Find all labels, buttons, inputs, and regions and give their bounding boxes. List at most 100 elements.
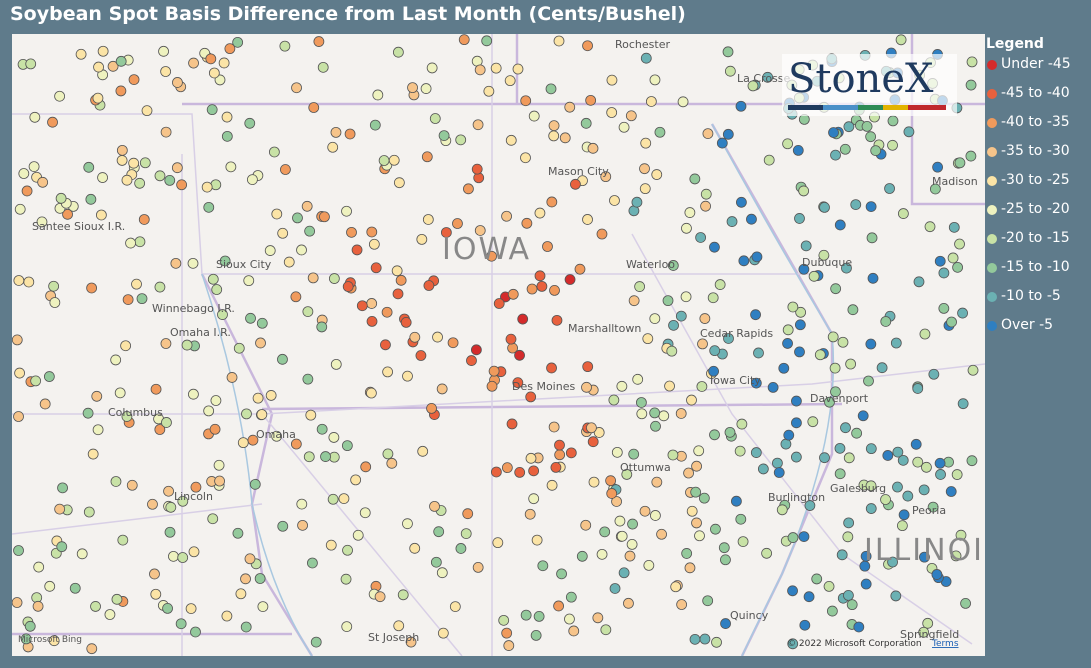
location-dot[interactable] bbox=[580, 519, 592, 531]
location-dot[interactable] bbox=[254, 573, 266, 584]
location-dot[interactable] bbox=[330, 358, 342, 370]
location-dot[interactable] bbox=[92, 424, 104, 436]
location-dot[interactable] bbox=[700, 188, 712, 200]
location-dot[interactable] bbox=[244, 117, 256, 129]
location-dot[interactable] bbox=[436, 567, 448, 579]
location-dot[interactable] bbox=[493, 298, 505, 309]
location-dot[interactable] bbox=[691, 460, 702, 472]
location-dot[interactable] bbox=[853, 621, 865, 633]
location-dot[interactable] bbox=[586, 422, 597, 434]
location-dot[interactable] bbox=[380, 339, 391, 351]
location-dot[interactable] bbox=[763, 154, 775, 166]
location-dot[interactable] bbox=[955, 529, 967, 541]
location-dot[interactable] bbox=[621, 469, 633, 480]
location-dot[interactable] bbox=[696, 381, 708, 392]
location-dot[interactable] bbox=[952, 261, 964, 273]
location-dot[interactable] bbox=[735, 513, 747, 525]
location-dot[interactable] bbox=[649, 407, 661, 419]
location-dot[interactable] bbox=[49, 297, 61, 308]
location-dot[interactable] bbox=[154, 281, 166, 293]
location-dot[interactable] bbox=[546, 362, 557, 374]
legend-item[interactable]: -15 to -10 bbox=[986, 259, 1071, 288]
location-dot[interactable] bbox=[929, 183, 941, 195]
location-dot[interactable] bbox=[946, 316, 957, 328]
location-dot[interactable] bbox=[865, 443, 877, 455]
location-dot[interactable] bbox=[277, 227, 289, 239]
location-dot[interactable] bbox=[683, 467, 694, 479]
location-dot[interactable] bbox=[843, 121, 855, 133]
location-dot[interactable] bbox=[420, 83, 432, 94]
location-dot[interactable] bbox=[492, 537, 504, 549]
location-dot[interactable] bbox=[168, 550, 179, 562]
location-dot[interactable] bbox=[564, 101, 576, 113]
location-dot[interactable] bbox=[828, 127, 839, 138]
location-dot[interactable] bbox=[965, 150, 977, 162]
location-dot[interactable] bbox=[616, 530, 628, 542]
location-dot[interactable] bbox=[709, 345, 721, 357]
location-dot[interactable] bbox=[668, 319, 679, 331]
location-dot[interactable] bbox=[409, 542, 421, 554]
legend-item[interactable]: Over -5 bbox=[986, 317, 1071, 346]
location-dot[interactable] bbox=[352, 529, 364, 541]
location-dot[interactable] bbox=[780, 438, 792, 450]
location-dot[interactable] bbox=[686, 394, 697, 406]
location-dot[interactable] bbox=[218, 57, 230, 69]
location-dot[interactable] bbox=[237, 437, 249, 449]
location-dot[interactable] bbox=[593, 427, 605, 438]
location-dot[interactable] bbox=[757, 463, 769, 475]
location-dot[interactable] bbox=[735, 100, 747, 112]
location-dot[interactable] bbox=[139, 157, 151, 169]
location-dot[interactable] bbox=[490, 62, 502, 74]
location-dot[interactable] bbox=[951, 469, 963, 480]
location-dot[interactable] bbox=[585, 94, 597, 106]
location-dot[interactable] bbox=[87, 448, 99, 460]
location-dot[interactable] bbox=[935, 469, 946, 480]
location-dot[interactable] bbox=[746, 213, 757, 225]
location-dot[interactable] bbox=[676, 599, 688, 610]
location-dot[interactable] bbox=[747, 80, 759, 92]
location-dot[interactable] bbox=[244, 553, 256, 565]
location-dot[interactable] bbox=[582, 361, 594, 373]
location-dot[interactable] bbox=[488, 365, 500, 377]
location-dot[interactable] bbox=[507, 288, 519, 300]
location-dot[interactable] bbox=[277, 520, 289, 532]
location-dot[interactable] bbox=[636, 408, 648, 420]
location-dot[interactable] bbox=[32, 600, 44, 612]
location-dot[interactable] bbox=[402, 518, 413, 530]
location-dot[interactable] bbox=[374, 591, 386, 603]
location-dot[interactable] bbox=[292, 212, 303, 224]
location-dot[interactable] bbox=[791, 395, 802, 407]
location-dot[interactable] bbox=[649, 74, 661, 86]
location-dot[interactable] bbox=[213, 459, 225, 471]
location-dot[interactable] bbox=[165, 501, 177, 513]
location-dot[interactable] bbox=[880, 316, 892, 327]
location-dot[interactable] bbox=[134, 177, 146, 189]
location-dot[interactable] bbox=[600, 624, 612, 636]
location-dot[interactable] bbox=[724, 426, 736, 438]
location-dot[interactable] bbox=[843, 452, 855, 464]
location-dot[interactable] bbox=[147, 498, 158, 510]
location-dot[interactable] bbox=[954, 157, 966, 169]
location-dot[interactable] bbox=[302, 373, 314, 385]
location-dot[interactable] bbox=[190, 481, 202, 493]
location-dot[interactable] bbox=[307, 557, 318, 569]
location-dot[interactable] bbox=[966, 56, 978, 68]
location-dot[interactable] bbox=[726, 216, 738, 227]
location-dot[interactable] bbox=[861, 121, 873, 132]
location-dot[interactable] bbox=[302, 306, 314, 318]
location-dot[interactable] bbox=[350, 474, 362, 486]
location-dot[interactable] bbox=[505, 134, 517, 146]
location-dot[interactable] bbox=[472, 562, 484, 573]
location-dot[interactable] bbox=[850, 199, 862, 210]
location-dot[interactable] bbox=[14, 203, 26, 215]
location-dot[interactable] bbox=[675, 310, 687, 322]
location-dot[interactable] bbox=[549, 284, 560, 296]
location-dot[interactable] bbox=[611, 446, 623, 458]
location-dot[interactable] bbox=[664, 380, 675, 392]
location-dot[interactable] bbox=[498, 614, 510, 626]
legend-item[interactable]: -45 to -40 bbox=[986, 85, 1071, 114]
location-dot[interactable] bbox=[565, 591, 577, 603]
location-dot[interactable] bbox=[640, 52, 652, 64]
location-dot[interactable] bbox=[625, 110, 637, 122]
location-dot[interactable] bbox=[677, 96, 689, 108]
